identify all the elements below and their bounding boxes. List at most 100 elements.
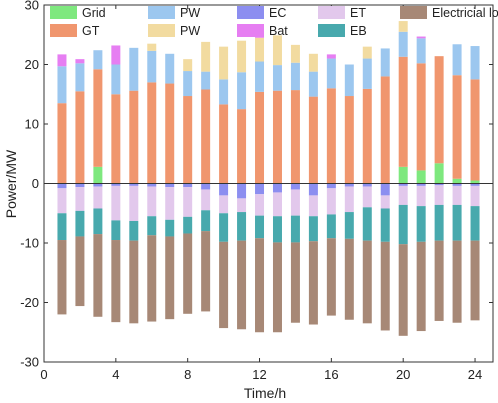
bar-segment-pw-s3-h6 [147, 43, 157, 51]
bar-segment-et-s6-h8 [183, 187, 193, 217]
bar-segment-electricial-load-s8-h6 [147, 235, 157, 322]
bar-segment-electricial-load-s8-h18 [362, 240, 372, 324]
bar-segment-eb-s7-h16 [326, 214, 336, 239]
bar-segment-gt-s1-h23 [452, 75, 462, 179]
bar-segment-et-s6-h18 [362, 186, 372, 208]
bar-segment-ec-s5-h11 [237, 183, 247, 199]
bar-segment-gt-s1-h19 [380, 76, 390, 184]
bar-segment-bat-s4-h2 [75, 59, 85, 64]
bar-segment-pw-s2-h7 [165, 53, 175, 84]
bar-segment-bat-s4-h16 [326, 54, 336, 59]
bar-segment-pw-s3-h8 [183, 59, 193, 72]
legend-swatch-5 [50, 24, 77, 37]
y-tick-label-2: -10 [20, 236, 39, 251]
bar-segment-ec-s5-h24 [470, 183, 480, 186]
y-tick-label-6: 30 [25, 0, 39, 13]
bar-segment-electricial-load-s8-h10 [219, 241, 229, 329]
bar-segment-electricial-load-s8-h11 [237, 240, 247, 330]
bar-segment-ec-s5-h19 [380, 183, 390, 196]
bar-segment-eb-s7-h24 [470, 206, 480, 241]
legend-label-3: ET [350, 6, 366, 20]
bar-segment-eb-s7-h11 [237, 212, 247, 241]
bar-segment-et-s6-h1 [57, 188, 67, 214]
bar-segment-pw-s2-h18 [362, 58, 372, 89]
bar-segment-pw-s3-h18 [362, 46, 372, 59]
bar-segment-pw-s2-h17 [344, 64, 354, 97]
legend-swatch-0 [50, 6, 77, 19]
bar-segment-ec-s5-h3 [93, 183, 103, 187]
bar-segment-electricial-load-s8-h23 [452, 240, 462, 323]
bar-segment-gt-s1-h3 [93, 69, 103, 167]
bar-segment-electricial-load-s8-h7 [165, 236, 175, 320]
bar-segment-electricial-load-s8-h4 [111, 240, 121, 323]
x-tick-label-2: 8 [184, 367, 191, 382]
bar-segment-et-s6-h6 [147, 186, 157, 217]
bar-segment-et-s6-h12 [255, 194, 265, 216]
bar-segment-eb-s7-h1 [57, 213, 67, 241]
bar-segment-et-s6-h4 [111, 185, 121, 221]
bar-segment-eb-s7-h13 [272, 216, 282, 243]
bar-segment-pw-s2-h13 [272, 65, 282, 91]
bar-segment-pw-s2-h12 [255, 61, 265, 92]
bar-segment-gt-s1-h15 [308, 96, 318, 184]
bar-segment-electricial-load-s8-h14 [290, 242, 300, 323]
y-axis: -30 -20 -10 0 10 20 30 [20, 0, 493, 370]
bar-segment-eb-s7-h23 [452, 204, 462, 241]
bar-segment-electricial-load-s8-h12 [255, 238, 265, 333]
bar-segment-ec-s5-h10 [219, 183, 229, 196]
bar-segment-ec-s5-h5 [129, 183, 139, 186]
bar-segment-pw-s2-h10 [219, 79, 229, 105]
bar-segment-electricial-load-s8-h22 [434, 240, 444, 321]
bar-segment-eb-s7-h17 [344, 212, 354, 239]
bar-segment-et-s6-h3 [93, 186, 103, 209]
bar-segment-electricial-load-s8-h5 [129, 240, 139, 324]
x-tick-label-5: 20 [396, 367, 410, 382]
legend-swatch-1 [148, 6, 175, 19]
legend-swatch-6 [148, 24, 175, 37]
legend-swatch-7 [237, 24, 264, 37]
bar-segment-grid-s0-h24 [470, 180, 480, 184]
bar-segment-gt-s1-h17 [344, 96, 354, 184]
bars-layer [57, 21, 480, 336]
bar-segment-eb-s7-h12 [255, 215, 265, 239]
bar-segment-pw-s2-h5 [129, 47, 139, 91]
y-tick-label-5: 20 [25, 57, 39, 72]
legend-label-7: Bat [269, 24, 288, 38]
y-axis-label: Power/MW [3, 149, 19, 218]
bar-segment-gt-s1-h21 [416, 63, 426, 171]
bar-segment-eb-s7-h18 [362, 207, 372, 241]
legend-label-8: EB [350, 24, 367, 38]
x-tick-label-6: 24 [468, 367, 482, 382]
bar-segment-et-s6-h22 [434, 185, 444, 205]
bar-segment-bat-s4-h21 [416, 36, 426, 39]
legend-swatch-8 [318, 24, 345, 37]
bar-segment-electricial-load-s8-h2 [75, 236, 85, 307]
bar-segment-gt-s1-h10 [219, 104, 229, 184]
bar-segment-gt-s1-h14 [290, 90, 300, 184]
bar-segment-eb-s7-h8 [183, 216, 193, 234]
bar-segment-grid-s0-h20 [398, 166, 408, 184]
bar-segment-eb-s7-h21 [416, 206, 426, 242]
bar-segment-eb-s7-h3 [93, 208, 103, 235]
bar-segment-ec-s5-h13 [272, 183, 282, 193]
bar-segment-eb-s7-h4 [111, 220, 121, 241]
bar-segment-pw-s3-h20 [398, 21, 408, 32]
bar-segment-et-s6-h14 [290, 189, 300, 216]
bar-segment-pw-s2-h4 [111, 64, 121, 95]
bar-segment-gt-s1-h24 [470, 79, 480, 181]
bar-segment-ec-s5-h14 [290, 183, 300, 190]
y-tick-label-3: 0 [32, 176, 39, 191]
bar-segment-grid-s0-h3 [93, 166, 103, 184]
bar-segment-et-s6-h19 [380, 195, 390, 209]
bar-segment-bat-s4-h1 [57, 54, 67, 67]
bar-segment-grid-s0-h22 [434, 163, 444, 184]
bar-segment-pw-s2-h8 [183, 71, 193, 97]
legend-label-5: GT [82, 24, 100, 38]
bar-segment-pw-s3-h14 [290, 44, 300, 63]
bar-segment-et-s6-h20 [398, 185, 408, 205]
bar-segment-gt-s1-h16 [326, 88, 336, 184]
bar-segment-et-s6-h13 [272, 192, 282, 217]
bar-segment-et-s6-h23 [452, 185, 462, 205]
bar-segment-pw-s2-h9 [201, 71, 211, 90]
